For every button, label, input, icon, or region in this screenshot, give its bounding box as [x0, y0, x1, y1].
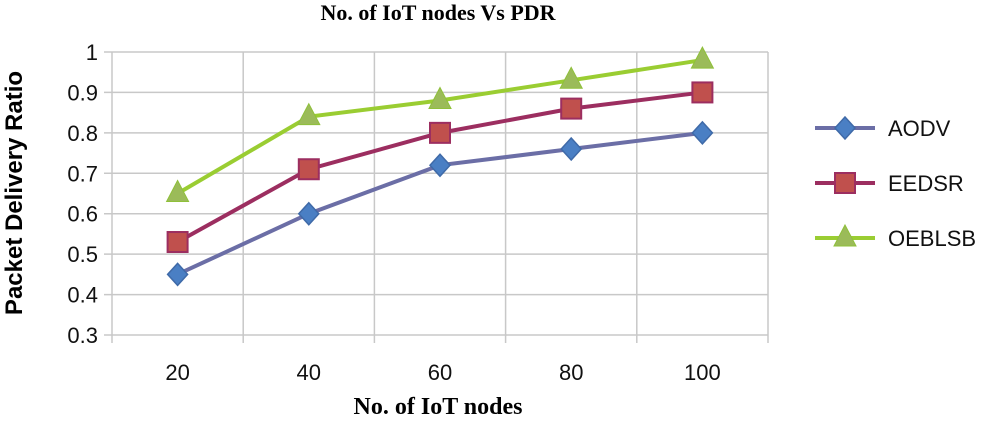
data-point	[165, 179, 190, 202]
series-group	[165, 46, 715, 287]
data-point	[691, 120, 714, 145]
legend-label: OEBLSB	[888, 226, 976, 251]
legend-marker-icon	[833, 223, 857, 247]
data-point	[297, 201, 320, 226]
y-tick-label: 0.7	[67, 161, 98, 186]
data-point	[560, 136, 583, 162]
data-point	[428, 86, 452, 110]
y-tick-label: 0.4	[67, 283, 98, 308]
series-eedsr	[166, 81, 714, 254]
y-tick-label: 0.5	[67, 242, 98, 267]
x-axis-label: No. of IoT nodes	[354, 394, 523, 420]
legend-item-oeblsb: OEBLSB	[815, 223, 976, 251]
data-point	[166, 231, 189, 254]
legend-marker-icon	[834, 172, 856, 194]
data-point	[297, 158, 320, 181]
data-point	[296, 102, 321, 126]
chart-title: No. of IoT nodes Vs PDR	[320, 0, 556, 25]
series-oeblsb	[165, 46, 715, 202]
data-point	[429, 121, 451, 144]
x-tick-label: 60	[428, 360, 452, 385]
y-tick-label: 0.9	[67, 80, 98, 105]
data-point	[428, 153, 452, 178]
legend-item-eedsr: EEDSR	[815, 171, 964, 196]
data-point	[690, 46, 715, 69]
x-tick-label: 80	[559, 360, 583, 385]
y-tick-label: 0.6	[67, 202, 98, 227]
y-tick-labels: 0.3 0.4 0.5 0.6 0.7 0.8 0.9 1	[67, 40, 98, 348]
legend: AODV EEDSR OEBLSB	[815, 115, 976, 251]
x-tick-label: 100	[684, 360, 721, 385]
x-tick-label: 20	[165, 360, 189, 385]
legend-item-aodv: AODV	[815, 115, 951, 141]
data-point	[691, 81, 714, 104]
data-point	[559, 66, 584, 89]
legend-label: AODV	[888, 116, 951, 141]
data-point	[560, 97, 583, 120]
y-axis-label: Packet Delivery Ratio	[1, 71, 28, 315]
x-tick-label: 40	[297, 360, 321, 385]
y-tick-label: 1	[86, 40, 98, 65]
x-tick-labels: 20 40 60 80 100	[165, 360, 720, 385]
series-aodv	[166, 120, 714, 287]
legend-marker-icon	[833, 115, 857, 141]
y-tick-label: 0.3	[67, 323, 98, 348]
legend-label: EEDSR	[888, 171, 964, 196]
y-tick-label: 0.8	[67, 121, 98, 146]
data-point	[166, 262, 189, 287]
